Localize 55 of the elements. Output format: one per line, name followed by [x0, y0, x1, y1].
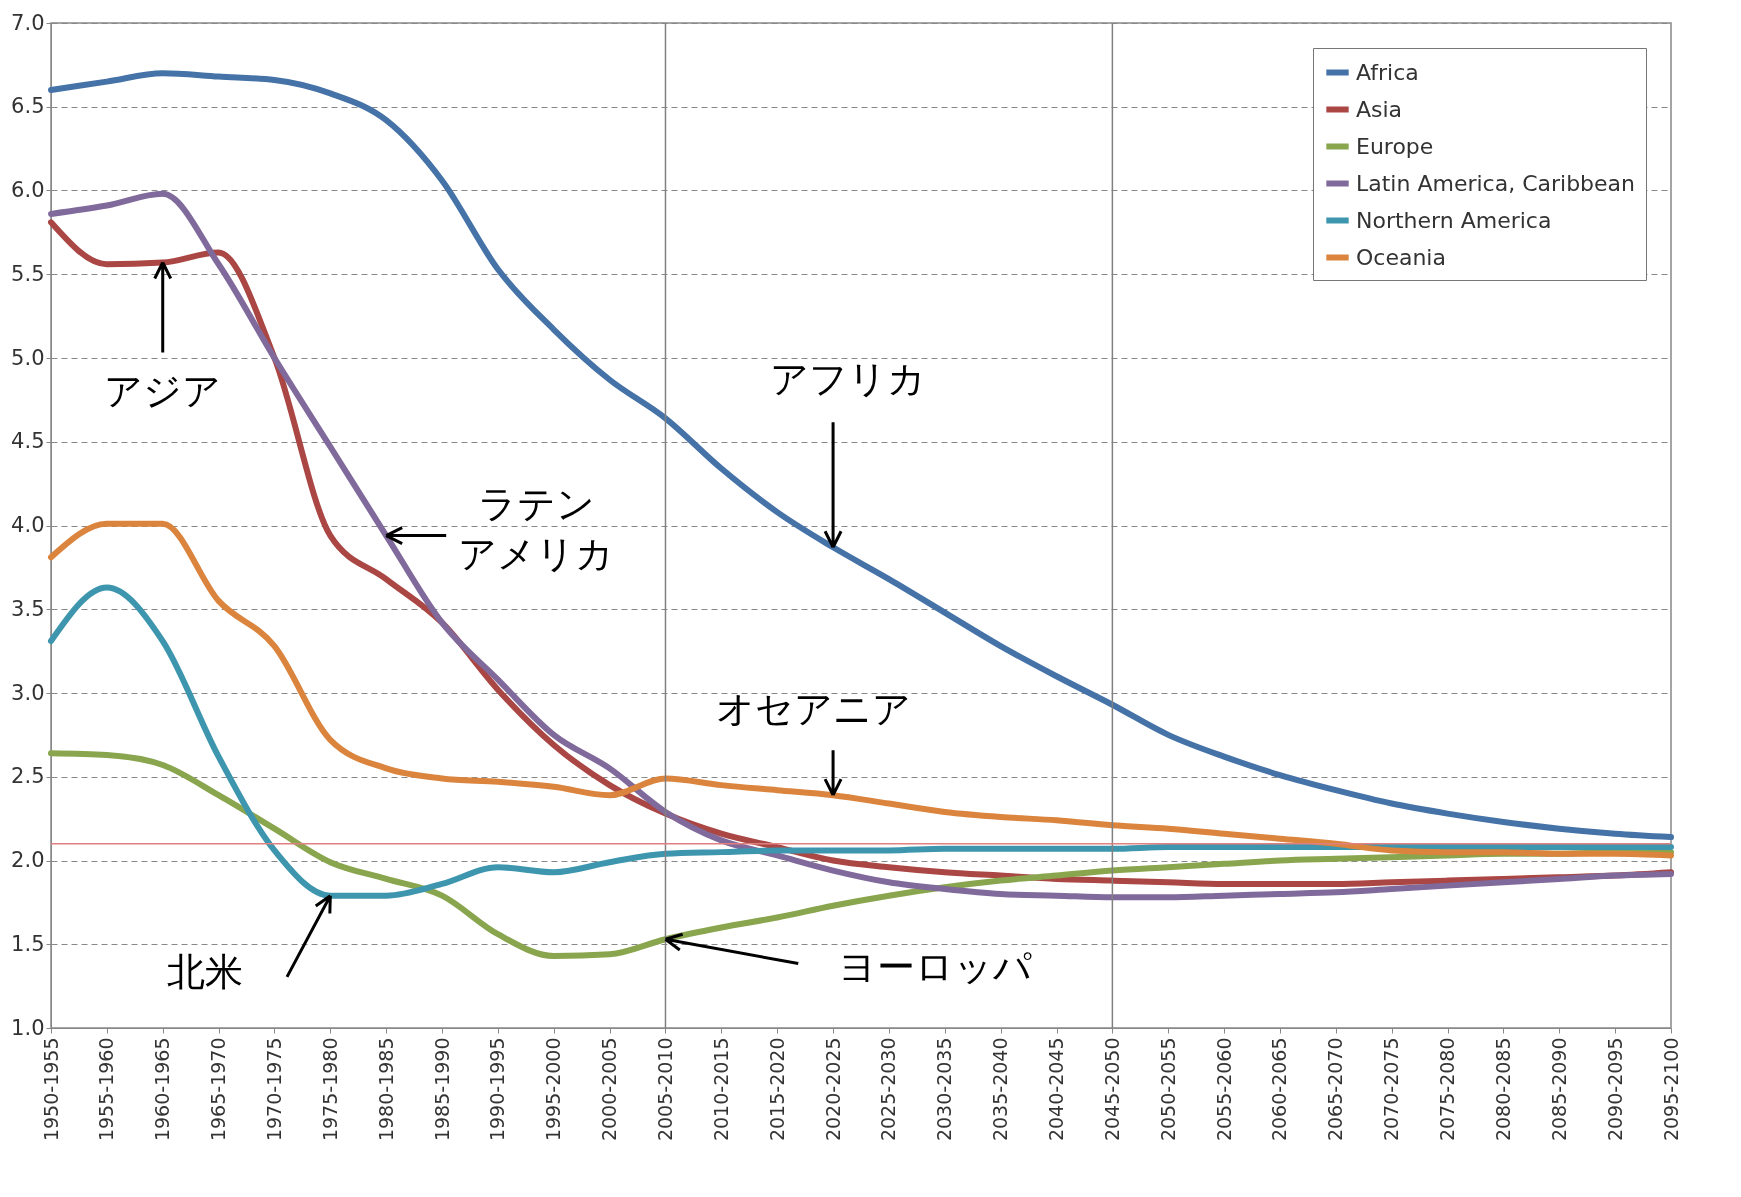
- x-tick-label: 2070-2075: [1380, 1037, 1403, 1142]
- x-tick-label: 2020-2025: [821, 1037, 844, 1142]
- y-tick-label: 6.0: [11, 178, 45, 202]
- x-tick-label: 2090-2095: [1603, 1037, 1626, 1142]
- x-tick-label: 2010-2015: [709, 1037, 732, 1142]
- x-tick-label: 2050-2055: [1156, 1037, 1179, 1142]
- x-tick-label: 1985-1990: [430, 1037, 453, 1142]
- x-tick-label: 2085-2090: [1547, 1037, 1570, 1142]
- y-tick-label: 4.0: [11, 513, 45, 537]
- legend-label: Asia: [1356, 96, 1403, 122]
- x-tick-label: 1995-2000: [542, 1037, 565, 1142]
- annotation: ヨーロッパ: [838, 945, 1033, 990]
- y-tick-label: 4.5: [11, 429, 45, 454]
- x-tick-label: 2030-2035: [933, 1037, 956, 1142]
- x-tick-label: 1965-1970: [207, 1037, 230, 1142]
- x-tick-label: 2055-2060: [1212, 1037, 1235, 1142]
- x-tick-label: 2005-2010: [653, 1037, 676, 1142]
- x-tick-label: 2060-2065: [1268, 1037, 1291, 1142]
- x-tick-label: 1980-1985: [374, 1037, 397, 1142]
- x-tick-label: 1950-1955: [39, 1037, 62, 1142]
- x-tick-label: 2015-2020: [765, 1037, 788, 1142]
- x-tick-label: 2025-2030: [877, 1037, 900, 1142]
- annotation: 北米: [167, 949, 244, 994]
- x-tick-label: 1990-1995: [486, 1037, 509, 1142]
- y-tick-label: 1.0: [11, 1015, 45, 1040]
- x-tick-label: 2065-2070: [1324, 1037, 1347, 1142]
- y-tick-label: 2.0: [11, 848, 45, 872]
- annotation: オセアニア: [715, 687, 911, 732]
- x-tick-label: 2075-2080: [1436, 1037, 1459, 1142]
- x-tick-label: 2035-2040: [989, 1037, 1012, 1142]
- y-tick-label: 5.5: [11, 261, 45, 286]
- x-tick-label: 2080-2085: [1491, 1037, 1514, 1142]
- x-tick-label: 1970-1975: [262, 1037, 285, 1142]
- x-tick-label: 2045-2050: [1100, 1037, 1123, 1142]
- y-tick-label: 1.5: [11, 931, 45, 956]
- y-tick-label: 3.0: [11, 680, 45, 705]
- y-tick-label: 5.0: [11, 345, 45, 370]
- annotation: アフリカ: [770, 357, 927, 402]
- legend-label: Northern America: [1356, 207, 1552, 233]
- x-tick-label: 2040-2045: [1045, 1037, 1068, 1142]
- y-tick-label: 3.5: [11, 596, 45, 621]
- y-tick-label: 7.0: [11, 10, 45, 35]
- y-tick-label: 6.5: [11, 94, 45, 119]
- y-tick-label: 2.5: [11, 764, 45, 789]
- legend-label: Latin America, Caribbean: [1356, 170, 1636, 196]
- x-tick-label: 1960-1965: [151, 1037, 174, 1142]
- legend-label: Oceania: [1356, 244, 1446, 270]
- x-tick-label: 1955-1960: [95, 1037, 118, 1142]
- annotation: ラテンアメリカ: [458, 481, 615, 576]
- annotation: アジア: [104, 368, 222, 413]
- legend-label: Europe: [1356, 133, 1434, 159]
- legend-label: Africa: [1356, 59, 1419, 85]
- x-tick-label: 2095-2100: [1659, 1037, 1682, 1142]
- x-tick-label: 2000-2005: [598, 1037, 621, 1142]
- x-tick-label: 1975-1980: [318, 1037, 341, 1142]
